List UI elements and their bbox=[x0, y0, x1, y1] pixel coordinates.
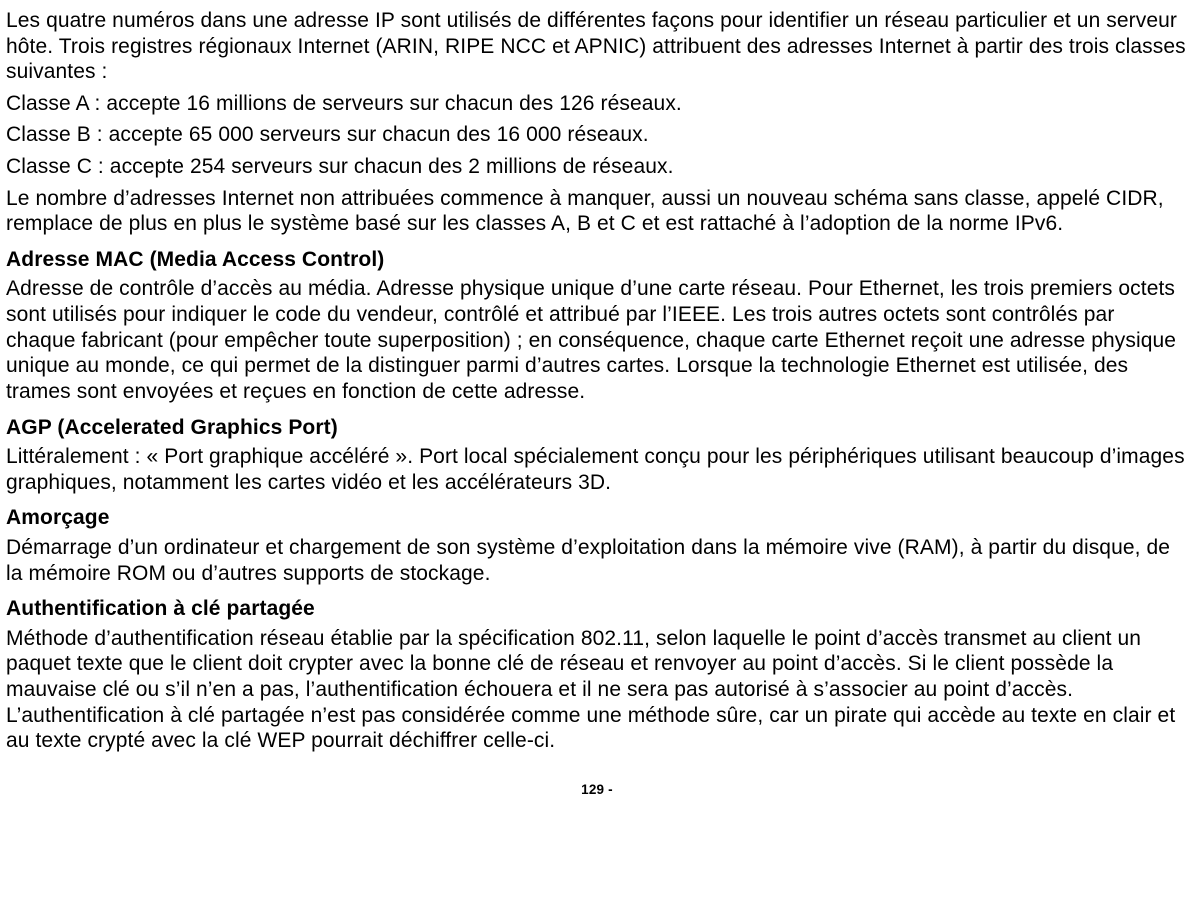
heading-amorcage: Amorçage bbox=[6, 505, 1188, 531]
paragraph-class-a: Classe A : accepte 16 millions de serveu… bbox=[6, 91, 1188, 117]
paragraph-intro: Les quatre numéros dans une adresse IP s… bbox=[6, 8, 1188, 85]
paragraph-cidr: Le nombre d’adresses Internet non attrib… bbox=[6, 186, 1188, 237]
heading-agp: AGP (Accelerated Graphics Port) bbox=[6, 415, 1188, 441]
heading-auth: Authentification à clé partagée bbox=[6, 596, 1188, 622]
page-number: 129 - bbox=[6, 782, 1188, 798]
paragraph-mac: Adresse de contrôle d’accès au média. Ad… bbox=[6, 276, 1188, 404]
heading-mac: Adresse MAC (Media Access Control) bbox=[6, 247, 1188, 273]
paragraph-class-b: Classe B : accepte 65 000 serveurs sur c… bbox=[6, 122, 1188, 148]
document-page: Les quatre numéros dans une adresse IP s… bbox=[0, 0, 1194, 924]
paragraph-class-c: Classe C : accepte 254 serveurs sur chac… bbox=[6, 154, 1188, 180]
paragraph-amorcage: Démarrage d’un ordinateur et chargement … bbox=[6, 535, 1188, 586]
paragraph-agp: Littéralement : « Port graphique accélér… bbox=[6, 444, 1188, 495]
paragraph-auth: Méthode d’authentification réseau établi… bbox=[6, 626, 1188, 754]
